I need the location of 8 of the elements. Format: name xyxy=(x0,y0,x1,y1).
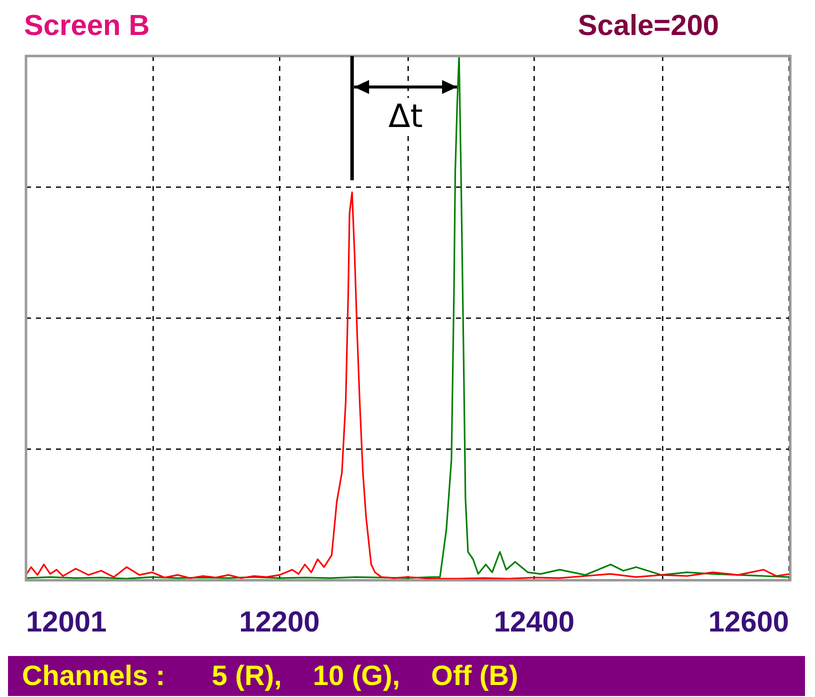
chart-title: Screen B xyxy=(24,10,150,43)
x-tick-label: 12400 xyxy=(494,606,575,639)
x-tick-label: 12200 xyxy=(239,606,320,639)
annotation: Δt xyxy=(388,97,423,135)
x-tick-label: 12600 xyxy=(708,606,789,639)
chart-subtitle: Scale=200 xyxy=(578,10,719,43)
x-tick-label: 12001 xyxy=(26,606,107,639)
text: Channels : 5 (R), 10 (G), Off (B) xyxy=(8,656,805,696)
